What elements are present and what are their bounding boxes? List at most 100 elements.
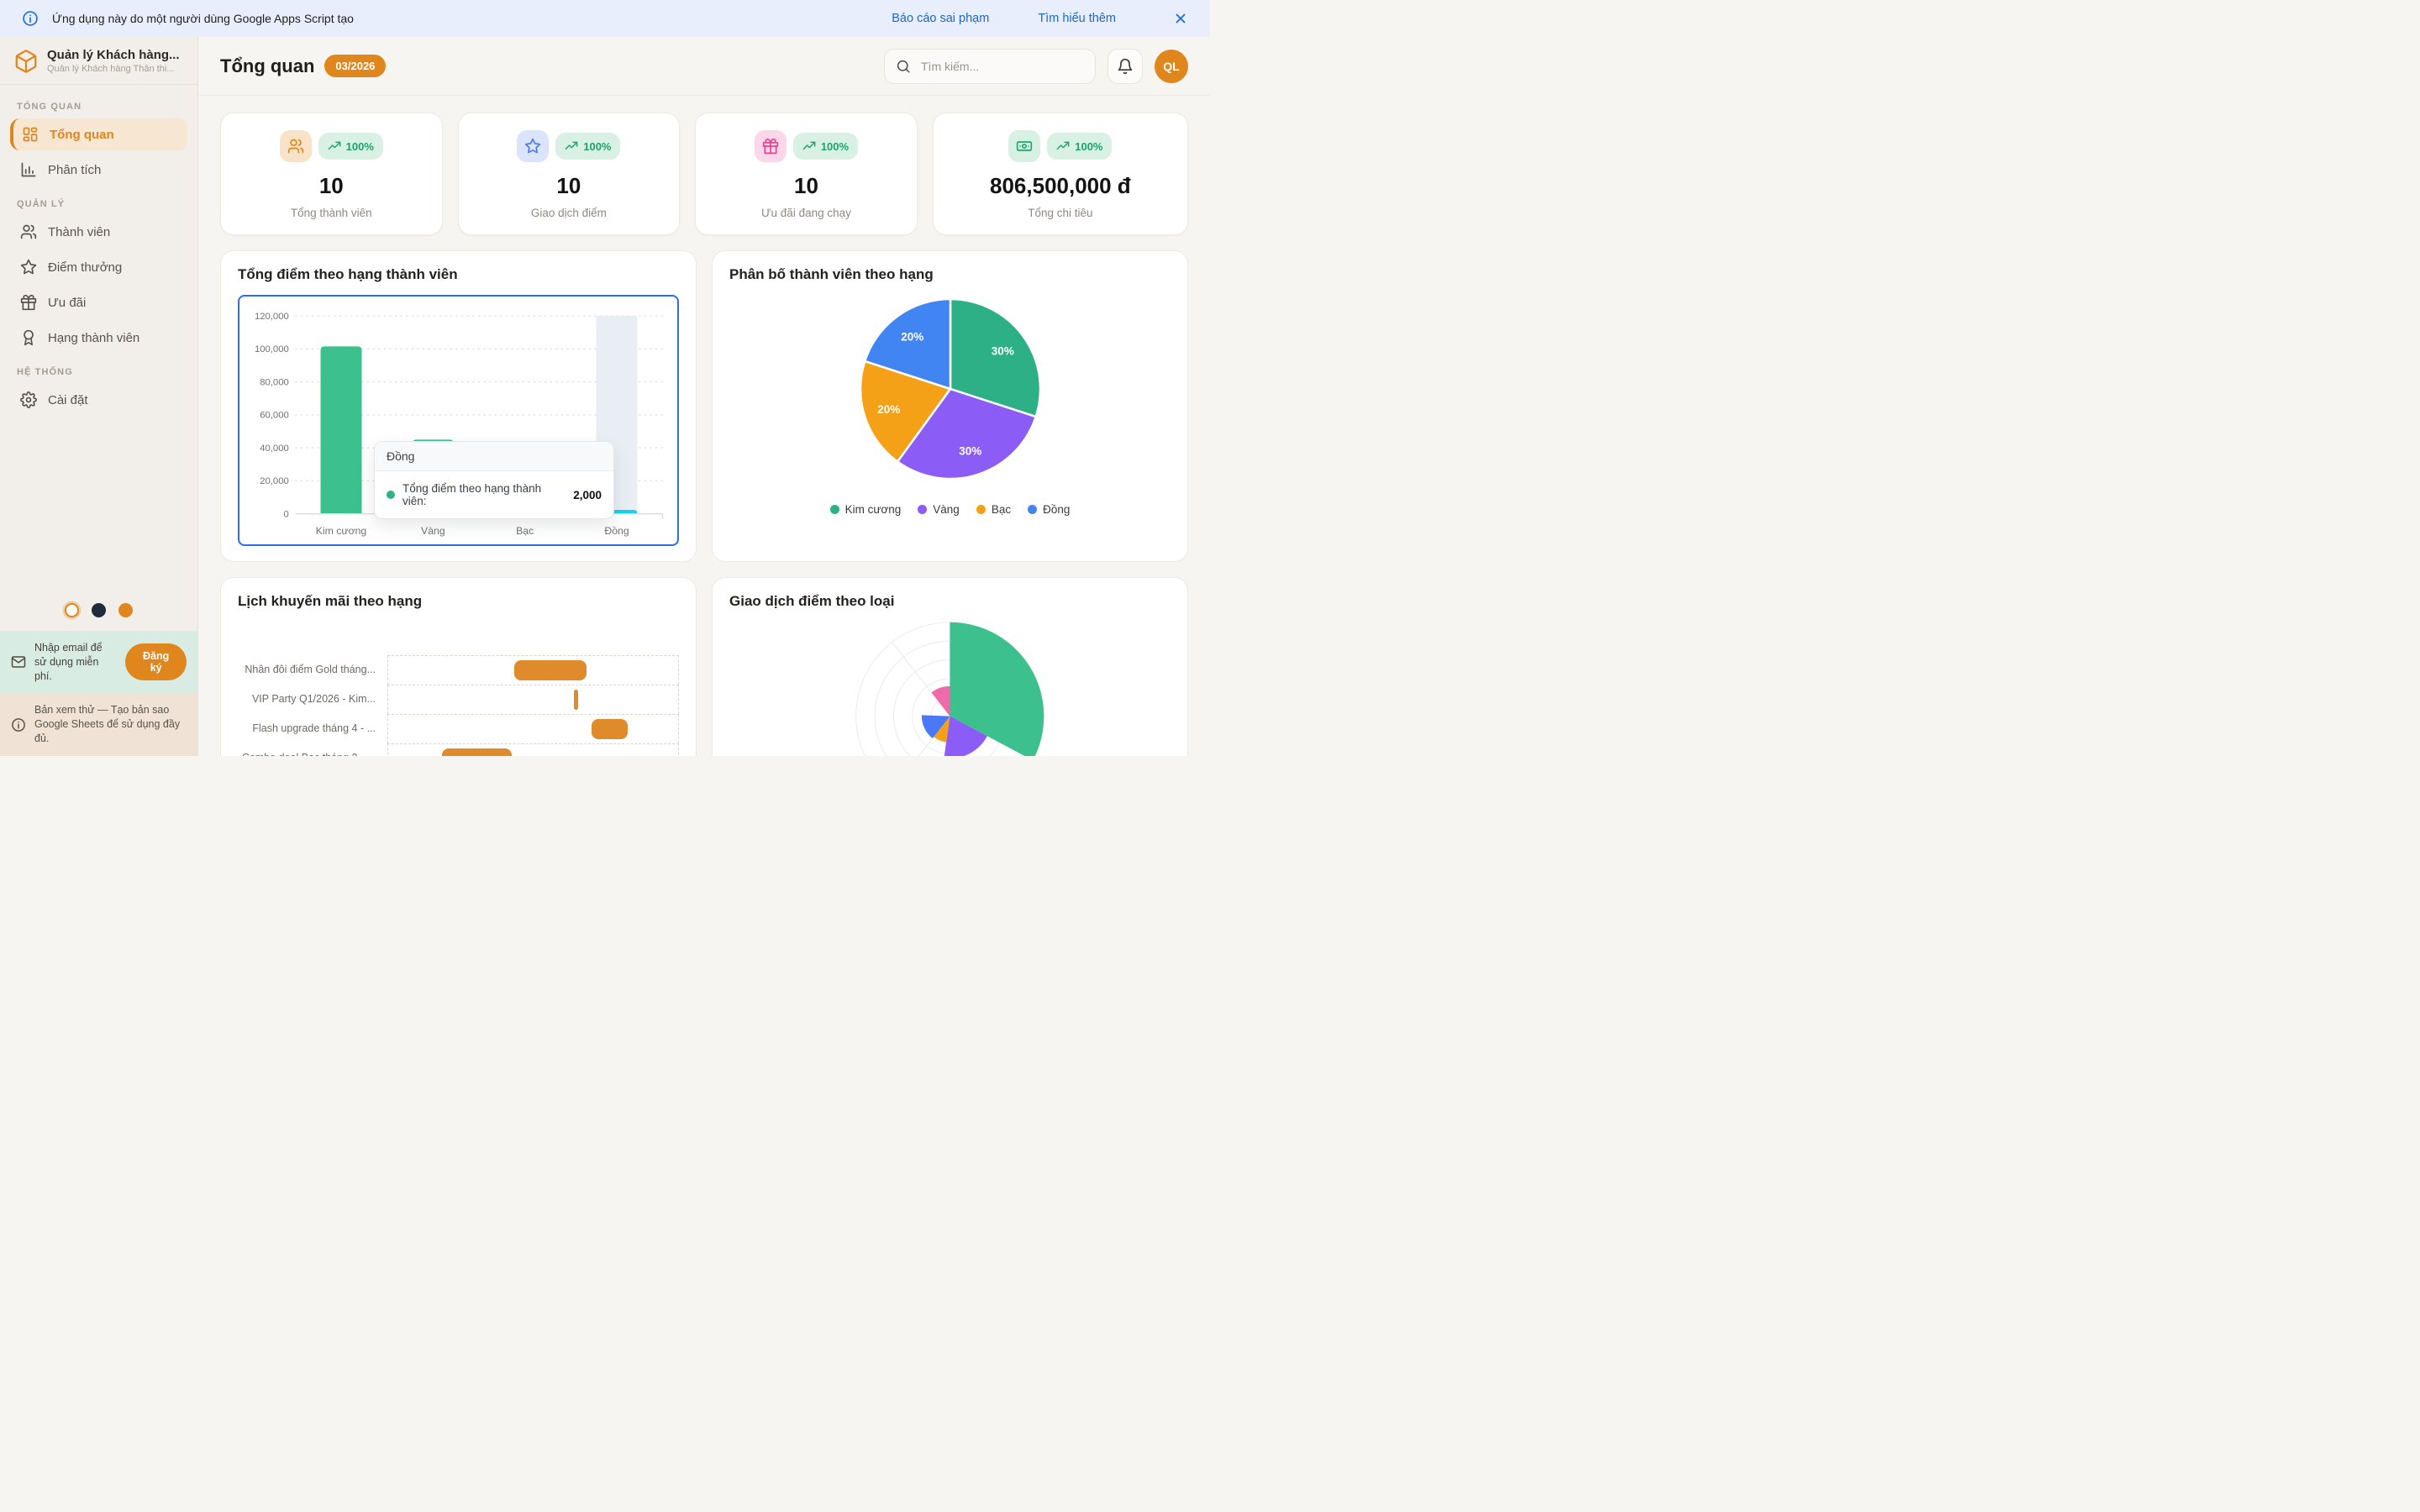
period-badge: 03/2026 <box>324 55 387 77</box>
gift-icon <box>754 130 786 162</box>
package-logo-icon <box>13 49 39 74</box>
theme-dot-3[interactable] <box>118 602 133 617</box>
stat-card: 100% 806,500,000 đ Tổng chi tiêu <box>932 113 1188 235</box>
stat-card: 100% 10 Tổng thành viên <box>220 113 443 235</box>
timeline-bar[interactable] <box>591 718 628 739</box>
apps-script-banner: Ứng dụng này do một người dùng Google Ap… <box>0 0 1210 37</box>
polar-chart-canvas <box>855 622 1044 756</box>
bar-chart-frame[interactable]: 0 20,000 40,000 60,000 80,000 100,000 120,000 K… <box>238 295 679 546</box>
legend-item[interactable]: Đồng <box>1028 503 1070 516</box>
sidebar-item-label: Phân tích <box>48 162 102 177</box>
svg-text:20%: 20% <box>901 331 923 344</box>
medal-icon <box>20 329 37 346</box>
bar-chart-icon <box>20 161 37 178</box>
notifications-button[interactable] <box>1107 48 1143 84</box>
timeline-row: Nhân đôi điểm Gold tháng... <box>238 654 679 685</box>
search-box[interactable] <box>884 48 1096 84</box>
sidebar-item-label: Thành viên <box>48 224 111 239</box>
theme-color-picker <box>0 591 197 631</box>
close-banner-icon[interactable] <box>1173 11 1188 26</box>
timeline-bar[interactable] <box>514 659 587 680</box>
stat-card: 100% 10 Giao dịch điểm <box>457 113 681 235</box>
trend-badge: 100% <box>318 133 383 160</box>
dashboard-content: 100% 10 Tổng thành viên 100% 10 Giao dịch điể… <box>198 96 1210 756</box>
timeline-track <box>387 654 679 685</box>
report-abuse-link[interactable]: Báo cáo sai phạm <box>892 12 990 25</box>
svg-text:Bạc: Bạc <box>516 525 534 537</box>
sidebar-item-thanh-vien[interactable]: Thành viên <box>10 216 187 248</box>
timeline-row-label: VIP Party Q1/2026 - Kim... <box>251 692 376 705</box>
trend-up-icon <box>565 139 578 153</box>
sidebar-item-uu-dai[interactable]: Ưu đãi <box>10 286 187 318</box>
theme-dot-1[interactable] <box>65 602 79 617</box>
transactions-by-type-card: Giao dịch điểm theo loại <box>712 576 1188 756</box>
nav-section-label: HỆ THỐNG <box>17 367 73 377</box>
stat-value: 10 <box>793 173 818 198</box>
users-icon <box>20 223 37 240</box>
info-circle-icon <box>11 717 26 732</box>
trial-notice: Bản xem thử — Tạo bản sao Google Sheets … <box>0 693 197 756</box>
timeline-bar[interactable] <box>441 748 512 756</box>
trend-up-icon <box>1056 139 1070 153</box>
learn-more-link[interactable]: Tìm hiểu thêm <box>1038 12 1116 25</box>
sidebar-item-tong-quan[interactable]: Tổng quan <box>10 118 187 150</box>
trend-badge: 100% <box>1047 133 1113 160</box>
legend-item[interactable]: Vàng <box>918 503 960 516</box>
trend-badge: 100% <box>555 133 621 160</box>
info-icon <box>22 10 39 27</box>
sidebar-item-label: Cài đặt <box>48 392 88 407</box>
avatar[interactable]: QL <box>1155 49 1188 83</box>
sidebar-item-phan-tich[interactable]: Phân tích <box>10 154 187 186</box>
svg-text:30%: 30% <box>959 444 981 457</box>
legend-label: Bạc <box>991 503 1012 516</box>
svg-text:100,000: 100,000 <box>255 344 289 354</box>
stat-label: Ưu đãi đang chạy <box>761 207 851 219</box>
timeline-chart: Nhân đôi điểm Gold tháng... VIP Party Q1/… <box>238 654 679 756</box>
theme-dot-2[interactable] <box>92 602 106 617</box>
banknote-icon <box>1008 130 1041 162</box>
svg-text:30%: 30% <box>991 345 1013 358</box>
sidebar-item-cai-dat[interactable]: Cài đặt <box>10 384 187 416</box>
tooltip-title: Đồng <box>375 442 613 471</box>
nav-section-label: QUẢN LÝ <box>17 199 66 209</box>
legend-item[interactable]: Kim cương <box>829 503 901 516</box>
sidebar-nav: TỔNG QUAN Tổng quan Phân tích QUẢN LÝ Thành … <box>0 85 197 419</box>
legend-label: Vàng <box>933 503 960 516</box>
gear-icon <box>20 391 37 408</box>
tier-distribution-card: Phân bố thành viên theo hạng 30% 30% 20% 20… <box>712 250 1188 562</box>
sidebar-item-label: Ưu đãi <box>48 295 87 310</box>
email-promo-bar: Nhập email để sử dụng miễn phí. Đăng ký <box>0 630 197 694</box>
nav-section-label: TỔNG QUAN <box>17 102 82 112</box>
timeline-bar[interactable] <box>573 689 578 710</box>
subscribe-button[interactable]: Đăng ký <box>125 643 187 681</box>
stat-label: Tổng chi tiêu <box>1028 207 1093 219</box>
tooltip-series-label: Tổng điểm theo hạng thành viên: <box>402 482 542 507</box>
stat-value: 10 <box>556 173 581 198</box>
app-brand: Quản lý Khách hàng... Quản lý Khách hàng… <box>0 37 197 85</box>
timeline-row-label: Combo deal Bạc tháng 2 - ... <box>238 743 387 756</box>
legend-dot <box>976 505 986 514</box>
timeline-track <box>387 743 679 756</box>
legend-dot <box>829 505 839 514</box>
tooltip-value: 2,000 <box>573 488 602 501</box>
svg-text:20%: 20% <box>877 403 900 416</box>
gift-icon <box>20 294 37 311</box>
chart-title: Giao dịch điểm theo loại <box>729 592 895 609</box>
star-icon <box>517 130 550 162</box>
sidebar-item-hang-thanh-vien[interactable]: Hạng thành viên <box>10 322 187 354</box>
stat-card: 100% 10 Ưu đãi đang chạy <box>695 113 918 235</box>
chart-tooltip: Đồng Tổng điểm theo hạng thành viên: 2,0… <box>374 441 614 519</box>
promo-text: Nhập email để sử dụng miễn phí. <box>34 641 103 682</box>
trend-up-icon <box>802 139 816 153</box>
sidebar-item-diem-thuong[interactable]: Điểm thưởng <box>10 251 187 283</box>
svg-text:Đồng: Đồng <box>604 525 629 537</box>
mail-icon <box>11 654 26 669</box>
timeline-track <box>387 684 679 714</box>
chart-title: Lịch khuyến mãi theo hạng <box>238 592 423 609</box>
svg-text:0: 0 <box>283 509 288 519</box>
star-icon <box>20 259 37 276</box>
search-input[interactable] <box>919 58 1084 74</box>
app-title: Quản lý Khách hàng... <box>47 48 180 62</box>
stat-label: Tổng thành viên <box>290 207 372 219</box>
legend-item[interactable]: Bạc <box>976 503 1011 516</box>
